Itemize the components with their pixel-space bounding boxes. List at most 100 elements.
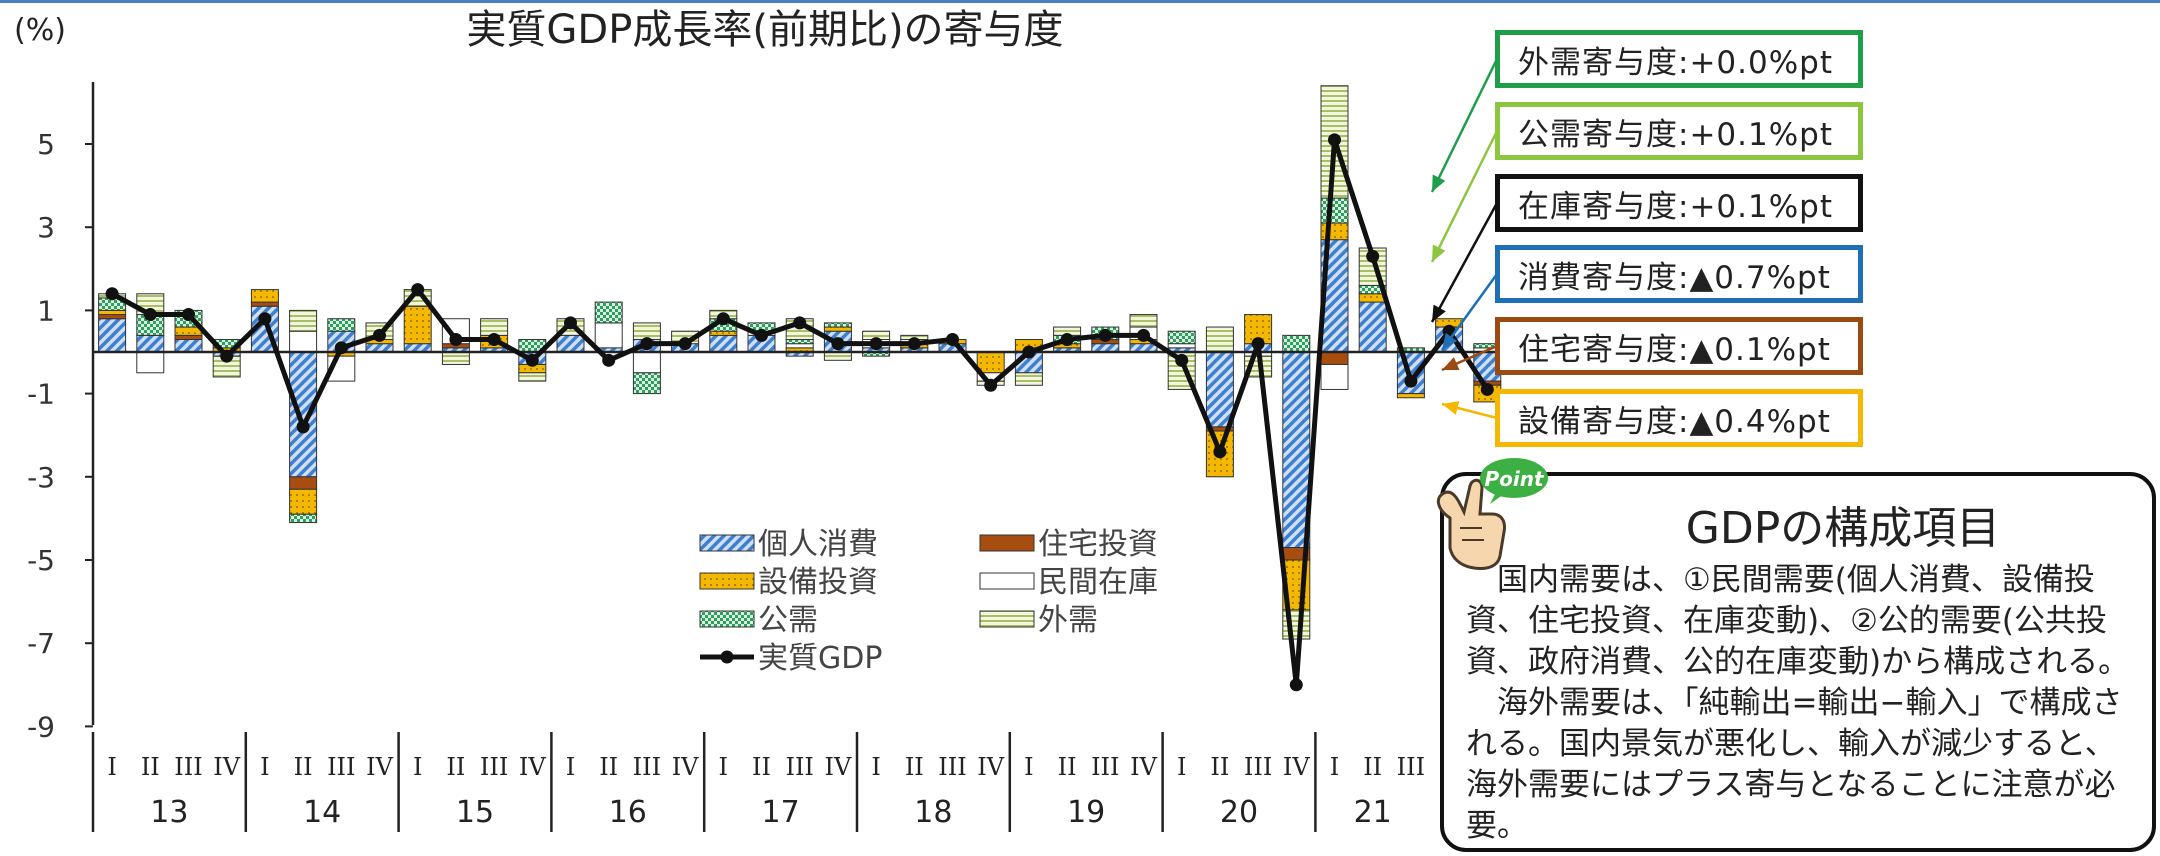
bar-segment xyxy=(1320,222,1349,241)
quarter-label: IV xyxy=(519,753,546,781)
gdp-point xyxy=(1328,133,1341,147)
gdp-point xyxy=(411,283,425,297)
bar-segment xyxy=(1129,314,1158,328)
point-paragraph: 国内需要は、①民間需要(個人消費、設備投資、住宅投資、在庫変動)、②公的需要(公… xyxy=(1466,562,2130,680)
quarter-label: III xyxy=(174,753,202,781)
bar-segment xyxy=(785,339,814,345)
gdp-point xyxy=(564,316,577,330)
bar-segment xyxy=(709,334,738,353)
gdp-point xyxy=(1060,333,1074,347)
quarter-label: II xyxy=(905,753,924,781)
gdp-point xyxy=(1366,249,1380,263)
bar-segment xyxy=(976,351,1005,374)
quarter-label: IV xyxy=(824,753,851,781)
callout-inventory: 在庫寄与度:+0.1%pt xyxy=(1495,174,1863,232)
quarter-label: IV xyxy=(977,753,1004,781)
gdp-point xyxy=(182,308,195,322)
quarter-label: II xyxy=(1058,753,1077,781)
bar-segment xyxy=(289,330,318,353)
quarter-label: III xyxy=(1397,753,1425,781)
gdp-point xyxy=(1098,328,1112,342)
quarter-label: I xyxy=(260,753,269,781)
callout-arrowhead xyxy=(1432,174,1446,192)
quarter-label: II xyxy=(1363,753,1382,781)
quarter-label: I xyxy=(107,753,116,781)
bar-segment xyxy=(289,351,318,478)
gdp-point xyxy=(1251,337,1265,351)
callout-arrowhead xyxy=(1442,357,1460,371)
bar-segment xyxy=(1167,330,1196,345)
y-tick-label: -5 xyxy=(27,544,55,577)
bar-segment xyxy=(98,314,127,320)
quarter-label: II xyxy=(294,753,313,781)
bar-segment xyxy=(785,343,814,349)
quarter-label: I xyxy=(719,753,728,781)
gdp-point xyxy=(296,420,310,434)
bar-segment xyxy=(174,339,203,353)
bar-segment xyxy=(823,322,852,328)
legend-swatch xyxy=(699,610,755,628)
bar-segment xyxy=(1320,363,1349,390)
quarter-label: I xyxy=(1330,753,1339,781)
legend-label: 設備投資 xyxy=(758,565,878,600)
gdp-point xyxy=(334,341,348,355)
gdp-line xyxy=(105,133,1494,692)
bar-segment xyxy=(250,289,279,303)
gdp-point xyxy=(1213,445,1227,459)
callout-arrows xyxy=(1430,58,1499,420)
chart-title: 実質GDP成長率(前期比)の寄与度 xyxy=(466,7,1063,53)
y-axis-unit: (%) xyxy=(14,13,66,48)
gdp-point xyxy=(984,378,998,392)
point-badge-icon: Point xyxy=(1436,458,1548,570)
bar-segment xyxy=(98,309,127,316)
callout-arrowhead xyxy=(1442,401,1460,415)
bar-segment xyxy=(709,330,738,336)
callout-arrow xyxy=(1430,202,1499,323)
year-label: 18 xyxy=(914,795,952,830)
year-label: 14 xyxy=(303,795,341,830)
bar-segment xyxy=(1205,351,1234,428)
gdp-point xyxy=(1404,374,1418,388)
quarter-label: II xyxy=(141,753,160,781)
point-paragraph: 海外需要は、「純輸出=輸出−輸入」で構成される。国内景気が悪化し、輸入が減少する… xyxy=(1466,685,2123,844)
bar-segment xyxy=(289,476,318,490)
bar-segment xyxy=(289,513,318,524)
gdp-point xyxy=(602,353,616,367)
bar-segment xyxy=(289,488,318,515)
gdp-point xyxy=(946,333,959,347)
bar-segment xyxy=(136,351,165,374)
bar-segment xyxy=(632,351,661,374)
gdp-point xyxy=(1480,382,1494,396)
gdp-point xyxy=(487,333,501,347)
quarter-label: I xyxy=(566,753,575,781)
gdp-point xyxy=(831,337,845,351)
legend-label: 外需 xyxy=(1038,603,1098,638)
point-title: GDPの構成項目 xyxy=(1685,503,2001,554)
year-label: 19 xyxy=(1067,795,1105,830)
year-label: 16 xyxy=(609,795,647,830)
gdp-point xyxy=(869,337,883,351)
gdp-point xyxy=(1022,345,1036,359)
legend-label: 公需 xyxy=(758,603,818,638)
bar-segment xyxy=(289,309,318,332)
gdp-point xyxy=(640,337,654,351)
callout-external-demand: 外需寄与度:+0.0%pt xyxy=(1495,30,1863,88)
legend-label: 民間在庫 xyxy=(1038,565,1158,600)
y-tick-label: -7 xyxy=(27,627,55,660)
quarter-label: I xyxy=(1177,753,1186,781)
bar-segment xyxy=(136,334,165,353)
year-label: 13 xyxy=(150,795,188,830)
legend-swatch xyxy=(979,610,1035,628)
quarter-label: I xyxy=(871,753,880,781)
gdp-point xyxy=(755,328,768,342)
bar-segment xyxy=(1358,301,1387,353)
bar-segment xyxy=(1320,197,1349,224)
quarter-label: III xyxy=(785,753,813,781)
point-box: GDPの構成項目 国内需要は、①民間需要(個人消費、設備投資、住宅投資、在庫変動… xyxy=(1440,472,2156,852)
point-badge-label: Point xyxy=(1484,467,1544,491)
top-accent-line xyxy=(0,0,2160,3)
quarter-label: IV xyxy=(213,753,240,781)
y-tick-label: -3 xyxy=(27,461,55,494)
callout-arrow xyxy=(1430,130,1499,263)
